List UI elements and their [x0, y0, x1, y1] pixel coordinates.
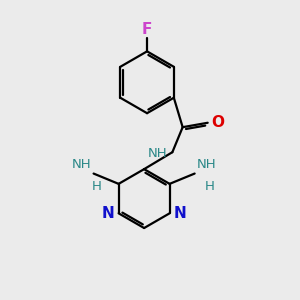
Text: F: F	[142, 22, 152, 37]
Text: H: H	[205, 180, 215, 193]
Text: N: N	[174, 206, 187, 221]
Text: N: N	[102, 206, 115, 221]
Text: H: H	[92, 180, 101, 193]
Text: NH: NH	[197, 158, 217, 171]
Text: NH: NH	[147, 147, 167, 160]
Text: NH: NH	[72, 158, 91, 171]
Text: O: O	[212, 115, 224, 130]
